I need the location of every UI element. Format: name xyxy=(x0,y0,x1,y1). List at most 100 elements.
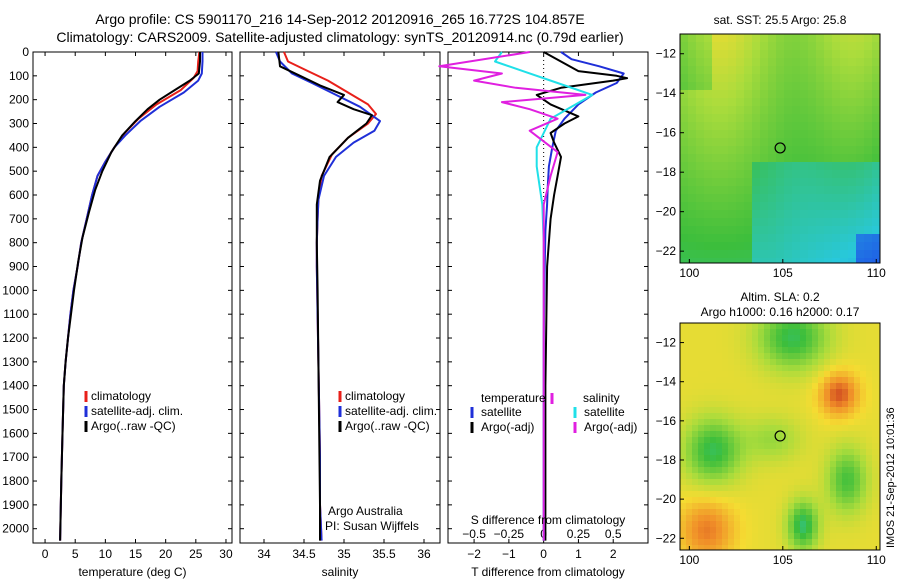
sla-map-cell xyxy=(686,449,693,456)
sla-map-cell xyxy=(752,419,759,426)
sst-map-cell xyxy=(704,194,713,203)
sst-map-cell xyxy=(808,90,817,99)
sst-map-cell xyxy=(712,258,721,264)
annotation-line-2: PI: Susan Wijffels xyxy=(325,519,419,533)
sst-map-cell xyxy=(784,90,793,99)
series-climatology xyxy=(59,51,201,541)
sla-map-cell xyxy=(788,371,795,378)
sla-map-cell xyxy=(848,449,855,456)
sla-map-cell xyxy=(872,461,879,468)
sla-map-cell xyxy=(830,389,837,396)
sla-map-cell xyxy=(806,323,813,330)
sla-map-cell xyxy=(848,347,855,354)
sst-map-cell xyxy=(784,74,793,83)
sst-map-cell xyxy=(680,186,689,195)
sla-map-cell xyxy=(680,533,687,540)
x-axis-label: temperature (deg C) xyxy=(78,565,186,579)
sla-map-cell xyxy=(728,449,735,456)
sla-map-cell xyxy=(848,395,855,402)
series-argo xyxy=(59,52,201,541)
sst-map-cell xyxy=(688,58,697,67)
sla-map-cell xyxy=(848,329,855,336)
sla-map-cell xyxy=(716,467,723,474)
sst-map-cell xyxy=(840,178,849,187)
sla-map-cell xyxy=(758,353,765,360)
sla-map-cell xyxy=(824,491,831,498)
sst-map-cell xyxy=(696,250,705,259)
sst-map-cell xyxy=(840,122,849,131)
sst-map-cell xyxy=(816,210,825,219)
sla-map-cell xyxy=(740,485,747,492)
sla-map-cell xyxy=(872,443,879,450)
sla-map-cell xyxy=(710,353,717,360)
sst-map-cell xyxy=(832,210,841,219)
sla-map-cell xyxy=(824,419,831,426)
sla-map-cell xyxy=(800,407,807,414)
sst-map-cell xyxy=(776,250,785,259)
sla-map-cell xyxy=(818,527,825,534)
sst-map-cell xyxy=(768,234,777,243)
sla-map-cell xyxy=(698,485,705,492)
sst-map-cell xyxy=(856,138,865,147)
sla-map-cell xyxy=(872,539,879,546)
sst-map-cell xyxy=(720,250,729,259)
sla-map-cell xyxy=(686,413,693,420)
sla-map-cell xyxy=(680,545,687,551)
sla-map-cell xyxy=(728,521,735,528)
sla-map-cell xyxy=(860,539,867,546)
sla-map-cell xyxy=(812,437,819,444)
sla-map-cell xyxy=(710,449,717,456)
sla-map-cell xyxy=(758,533,765,540)
sla-map-cell xyxy=(836,407,843,414)
sla-map-cell xyxy=(728,347,735,354)
sst-map-cell xyxy=(744,242,753,251)
sla-map-cell xyxy=(692,425,699,432)
sla-map-cell xyxy=(878,359,881,366)
sst-map-cell xyxy=(864,210,873,219)
sst-map-cell xyxy=(712,34,721,43)
sst-map-cell xyxy=(856,98,865,107)
sst-map-cell xyxy=(776,234,785,243)
sst-map-cell xyxy=(864,242,873,251)
sla-map-cell xyxy=(782,521,789,528)
sst-map-cell xyxy=(872,130,881,139)
sla-map-cell xyxy=(698,443,705,450)
sla-map-cell xyxy=(776,407,783,414)
sla-map-cell xyxy=(734,497,741,504)
sst-map-cell xyxy=(744,170,753,179)
sst-map-cell xyxy=(856,82,865,91)
sla-map-cell xyxy=(812,401,819,408)
sst-map-cell xyxy=(680,42,689,51)
sst-map-cell xyxy=(728,34,737,43)
sla-map-cell xyxy=(734,341,741,348)
sla-map-cell xyxy=(842,353,849,360)
sla-map-cell xyxy=(680,521,687,528)
sla-map-cell xyxy=(800,461,807,468)
sla-map-cell xyxy=(842,329,849,336)
sst-map-cell xyxy=(824,74,833,83)
sst-map-cell xyxy=(768,178,777,187)
sla-map-cell xyxy=(830,527,837,534)
sla-map-cell xyxy=(860,515,867,522)
sst-map-cell xyxy=(736,58,745,67)
sla-map-cell xyxy=(722,359,729,366)
sla-map-cell xyxy=(716,329,723,336)
sst-map-cell xyxy=(760,42,769,51)
sla-map-cell xyxy=(680,329,687,336)
sst-map-cell xyxy=(800,130,809,139)
sla-map-cell xyxy=(770,395,777,402)
sla-map-cell xyxy=(830,491,837,498)
sla-map-cell xyxy=(842,341,849,348)
sla-map-cell xyxy=(722,437,729,444)
sla-map-cell xyxy=(812,425,819,432)
sla-map-cell xyxy=(740,521,747,528)
sla-map-cell xyxy=(830,419,837,426)
sla-map-cell xyxy=(716,455,723,462)
sla-map-cell xyxy=(842,503,849,510)
y-tick-label: 400 xyxy=(9,140,29,154)
sst-map-cell xyxy=(856,106,865,115)
sla-map-cell xyxy=(848,425,855,432)
sst-map-cell xyxy=(832,82,841,91)
sla-map-cell xyxy=(770,509,777,516)
x-axis-label: T difference from climatology xyxy=(471,565,625,579)
